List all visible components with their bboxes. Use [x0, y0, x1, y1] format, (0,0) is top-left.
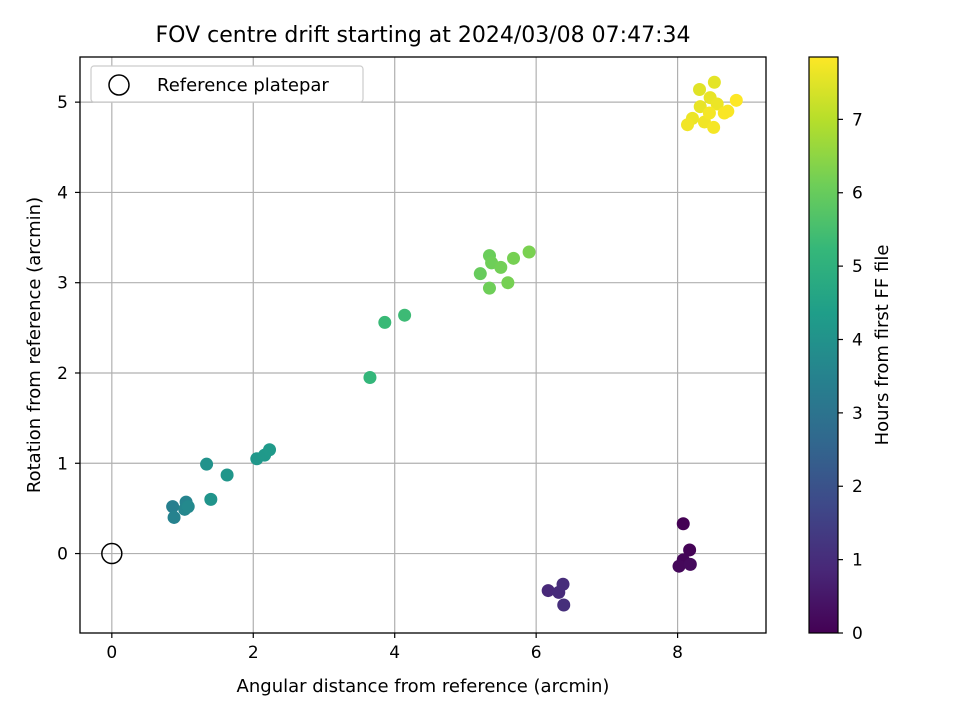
colorbar-tick-label: 6 — [852, 184, 863, 204]
data-point — [702, 106, 716, 120]
x-tick-label: 4 — [389, 643, 400, 663]
data-point — [693, 100, 707, 114]
colorbar-tick-label: 5 — [852, 257, 863, 277]
data-point — [693, 83, 707, 97]
x-tick-label: 2 — [248, 643, 259, 663]
legend-marker-reference — [108, 74, 130, 96]
data-point — [181, 500, 195, 514]
colorbar-tick-label: 2 — [852, 477, 863, 497]
colorbar — [808, 56, 839, 634]
reference-platepar-marker — [101, 542, 123, 565]
plot-frame — [79, 56, 767, 634]
data-point — [680, 118, 694, 132]
colorbar-tick-label: 7 — [852, 110, 863, 130]
colorbar-tick-label: 3 — [852, 404, 863, 424]
data-point — [707, 120, 721, 134]
x-tick-label: 6 — [531, 643, 542, 663]
data-point — [363, 371, 377, 385]
colorbar-tick-label: 0 — [852, 624, 863, 644]
data-point — [522, 245, 536, 259]
data-point — [204, 492, 218, 506]
data-point — [263, 443, 277, 457]
data-point — [721, 104, 735, 118]
data-point — [707, 75, 721, 89]
data-point — [220, 468, 234, 482]
colorbar-tick-label: 1 — [852, 551, 863, 571]
data-point — [378, 315, 392, 329]
colorbar-label: Hours from first FF file — [872, 245, 893, 446]
data-point — [672, 559, 686, 573]
legend-label-reference: Reference platepar — [157, 75, 329, 96]
data-point — [710, 97, 724, 111]
x-axis-label: Angular distance from reference (arcmin) — [237, 676, 610, 697]
y-tick-label: 4 — [57, 183, 68, 203]
x-axis-ticks: 0 2 4 6 8 — [106, 633, 683, 663]
data-point — [167, 510, 181, 524]
data-point — [557, 598, 571, 612]
y-tick-label: 5 — [57, 93, 68, 113]
data-point — [494, 260, 508, 274]
x-tick-label: 0 — [106, 643, 117, 663]
y-axis-label: Rotation from reference (arcmin) — [24, 197, 45, 493]
colorbar-tick-label: 4 — [852, 330, 863, 350]
data-point — [473, 267, 487, 281]
y-tick-label: 2 — [57, 364, 68, 384]
data-point — [729, 93, 743, 107]
colorbar-ticks: 0 1 2 3 4 5 6 7 — [838, 110, 863, 644]
data-point — [541, 584, 555, 598]
data-point — [683, 543, 697, 557]
data-point — [683, 557, 697, 571]
data-point — [482, 281, 496, 295]
legend: Reference platepar — [90, 65, 364, 103]
data-point — [501, 276, 515, 290]
y-axis-ticks: 0 1 2 3 4 5 — [57, 93, 80, 565]
y-tick-label: 3 — [57, 274, 68, 294]
data-points — [166, 75, 743, 612]
chart-title: FOV centre drift starting at 2024/03/08 … — [156, 23, 691, 48]
data-point — [507, 251, 521, 265]
x-tick-label: 8 — [672, 643, 683, 663]
data-point — [166, 500, 180, 514]
data-point — [676, 517, 690, 531]
reference-layer — [101, 542, 123, 565]
data-point — [398, 308, 412, 322]
grid-lines — [80, 57, 766, 633]
data-point — [200, 457, 214, 471]
data-point — [556, 577, 570, 591]
y-tick-label: 1 — [57, 454, 68, 474]
legend-box — [90, 65, 364, 103]
y-tick-label: 0 — [57, 545, 68, 565]
